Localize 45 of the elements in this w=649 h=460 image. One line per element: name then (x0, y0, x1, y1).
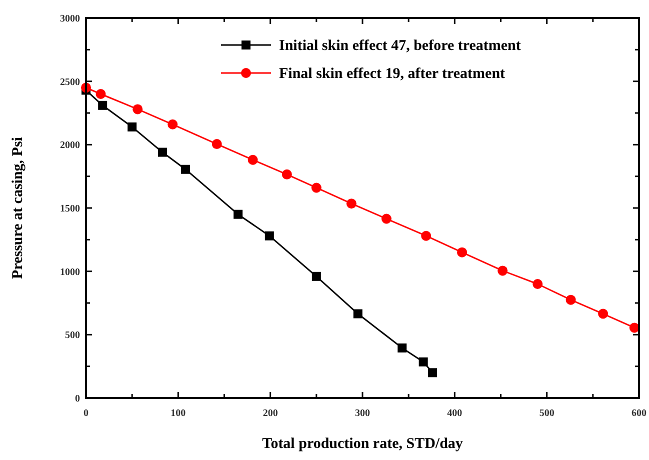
point (428, 368, 438, 378)
point (629, 322, 640, 333)
point (212, 139, 222, 150)
x-axis-title: Total production rate, STD/day (262, 436, 464, 452)
y-axis-title: Pressure at casing, Psi (10, 137, 26, 279)
y-tick-label: 3000 (60, 14, 80, 24)
legend-label: Initial skin effect 47, before treatment (279, 38, 521, 54)
point (264, 231, 274, 240)
point (96, 89, 106, 99)
y-tick-label: 1000 (60, 266, 80, 278)
x-tick-label: 200 (262, 408, 278, 419)
x-tick-label: 500 (539, 408, 554, 419)
point (353, 309, 362, 318)
x-tick-label: 100 (170, 408, 186, 419)
point (158, 148, 167, 157)
point (181, 164, 190, 174)
y-tick-label: 500 (65, 330, 80, 342)
point (566, 294, 576, 305)
y-tick-label: 1500 (60, 204, 80, 214)
point (532, 279, 543, 289)
point (132, 104, 143, 114)
point (98, 100, 108, 110)
point (421, 230, 432, 241)
point (312, 272, 321, 281)
point (398, 343, 407, 352)
point (498, 266, 508, 276)
x-tick-label: 0 (84, 408, 88, 419)
point (128, 122, 137, 132)
x-tick-label: 400 (447, 408, 462, 419)
x-tick-label: 300 (355, 408, 370, 419)
point (346, 198, 356, 209)
point (457, 247, 468, 258)
point (168, 119, 178, 130)
point (418, 357, 428, 366)
y-tick-label: 2500 (60, 76, 80, 88)
x-tick-label: 600 (632, 408, 646, 419)
legend-label: Final skin effect 19, after treatment (279, 66, 506, 82)
point (234, 210, 243, 219)
point (311, 182, 322, 193)
point (381, 214, 392, 224)
y-tick-label: 0 (75, 394, 80, 404)
point (248, 154, 258, 165)
point (598, 308, 608, 319)
point (282, 169, 292, 180)
y-tick-label: 2000 (60, 140, 80, 152)
